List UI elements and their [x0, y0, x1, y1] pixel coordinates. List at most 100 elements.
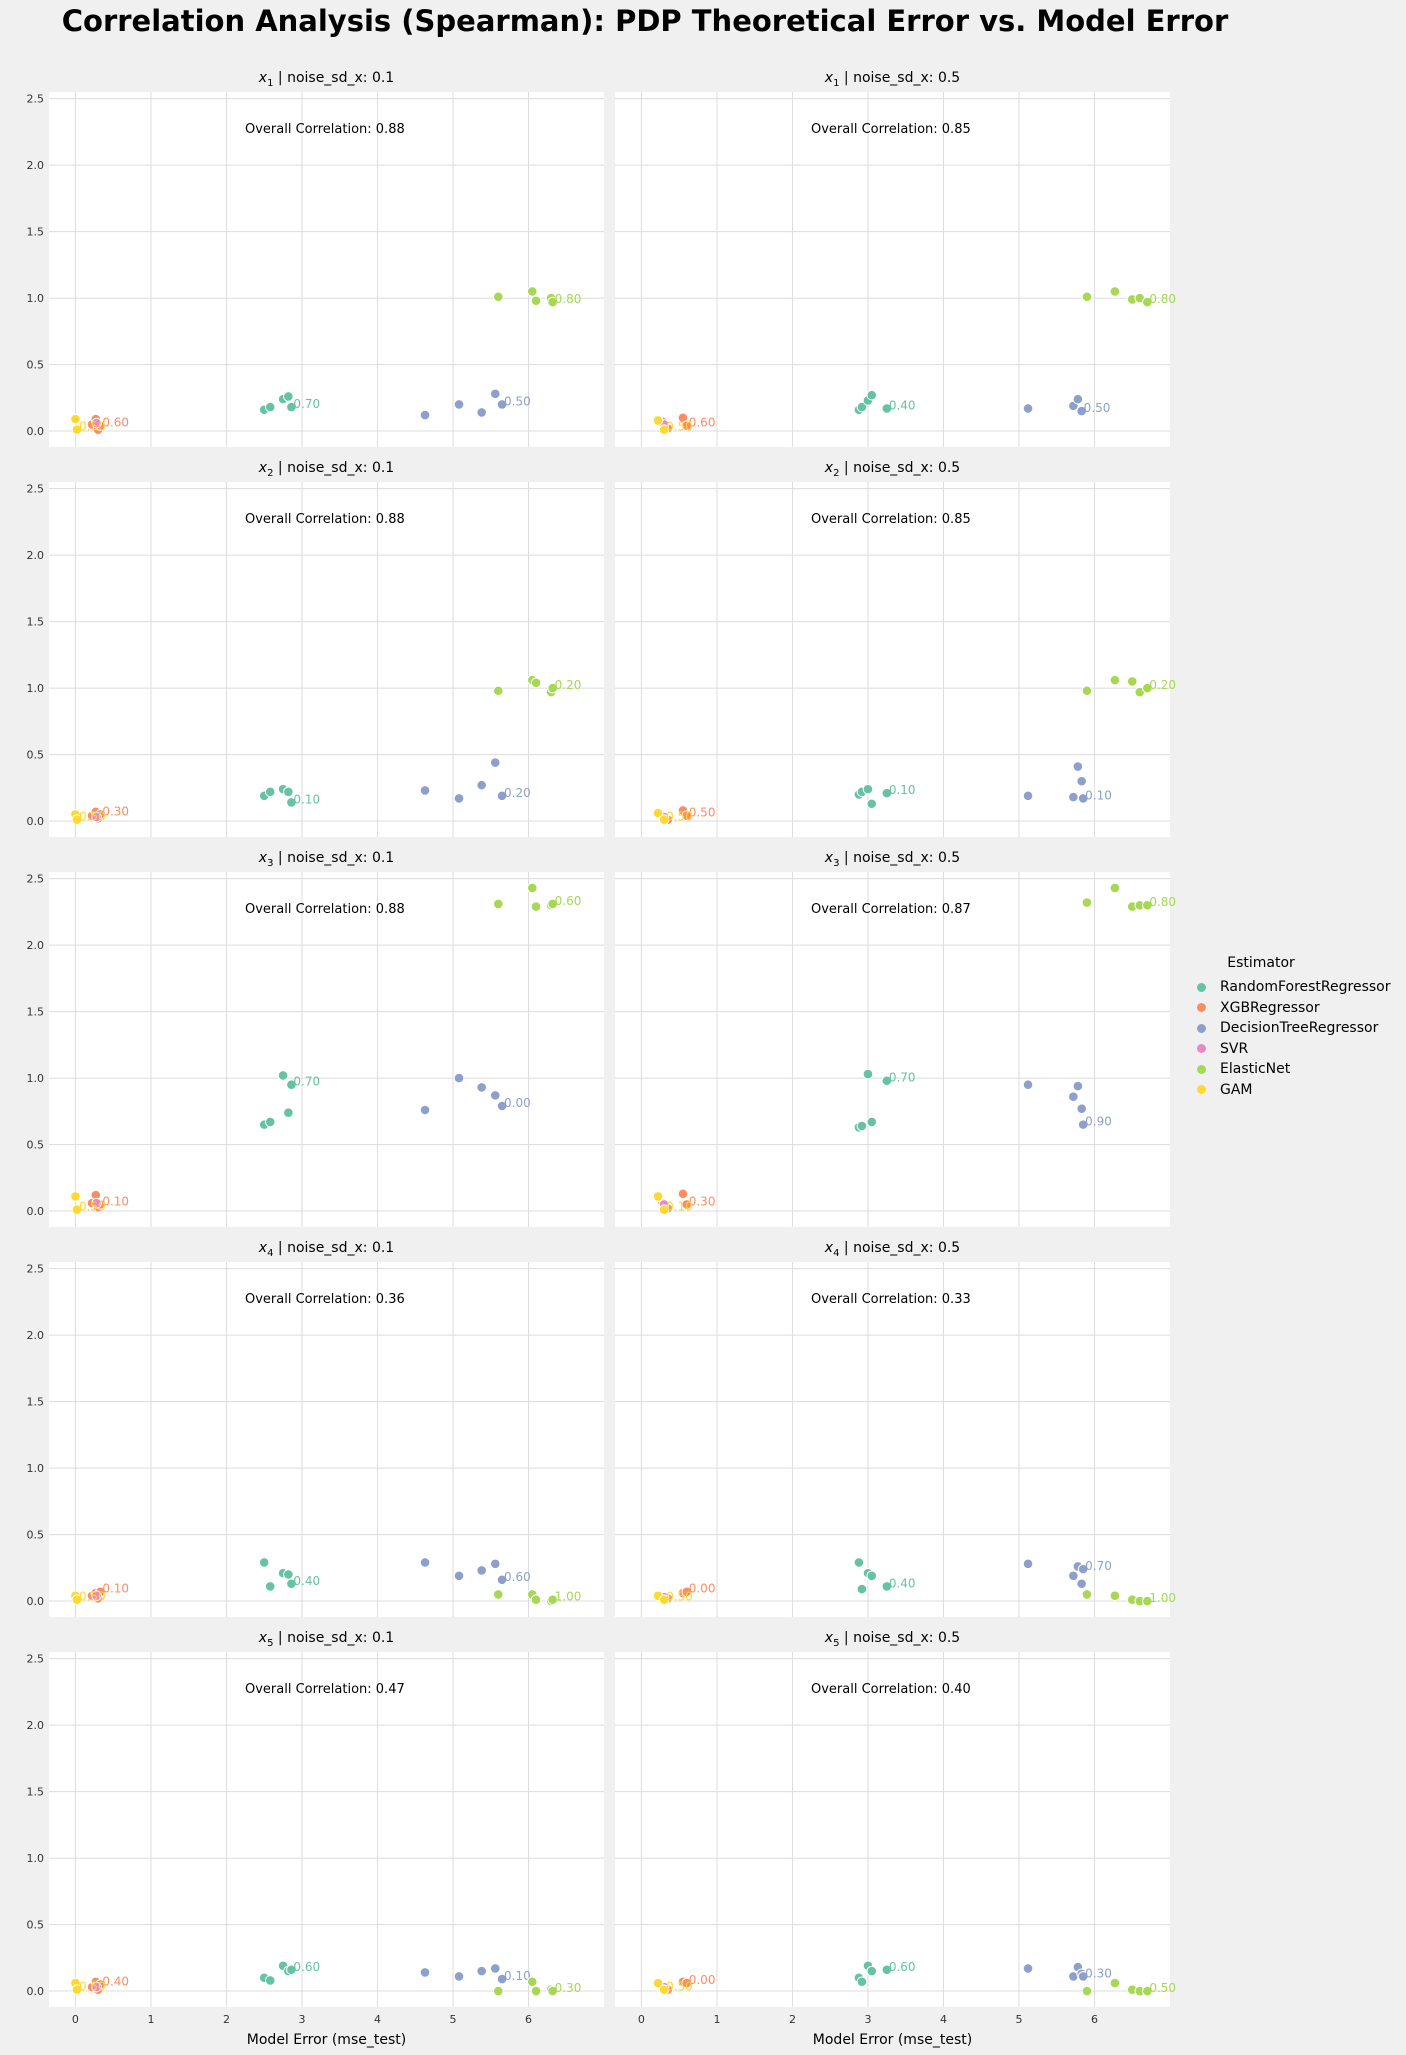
figure-title: Correlation Analysis (Spearman): PDP The… — [61, 4, 1229, 38]
panel-background — [615, 872, 1170, 1227]
point-elasticnet — [492, 1589, 504, 1600]
point-randomforestregressor — [286, 797, 297, 808]
panel-background — [49, 872, 604, 1227]
legend-marker — [1197, 1003, 1206, 1013]
facet-title: x2 | noise_sd_x: 0.1 — [258, 460, 394, 479]
series-label-xgbregressor: 0.30 — [102, 804, 129, 818]
series-label-elasticnet: 0.80 — [1149, 292, 1176, 306]
y-tick-label: 1.0 — [27, 682, 45, 695]
facet-x5-noise-0.1: x5 | noise_sd_x: 0.1 Overall Correlation:… — [27, 1630, 604, 2048]
point-decisiontreeregressor — [1068, 791, 1079, 803]
series-label-randomforestregressor: 0.10 — [889, 783, 916, 797]
series-label-elasticnet: 0.80 — [555, 292, 582, 306]
point-randomforestregressor — [286, 1079, 297, 1091]
point-decisiontreeregressor — [453, 1971, 465, 1982]
facet-title: x1 | noise_sd_x: 0.5 — [824, 70, 960, 89]
series-label-elasticnet: 0.20 — [555, 678, 582, 692]
facet-title: x5 | noise_sd_x: 0.5 — [824, 1630, 960, 1649]
overall-correlation-annotation: Overall Correlation: 0.88 — [245, 902, 405, 917]
panel-background — [615, 1652, 1170, 2007]
y-tick-label: 1.5 — [27, 1786, 45, 1799]
point-randomforestregressor — [856, 401, 868, 413]
series-label-randomforestregressor: 0.60 — [889, 1960, 916, 1974]
point-randomforestregressor — [866, 389, 878, 401]
y-tick-label: 1.5 — [27, 226, 45, 239]
x-tick-label: 3 — [864, 2013, 871, 2026]
point-decisiontreeregressor — [489, 388, 501, 400]
point-elasticnet — [547, 296, 558, 308]
series-label-xgbregressor: 0.30 — [689, 1194, 716, 1208]
point-elasticnet — [547, 1985, 558, 1997]
overall-correlation-annotation: Overall Correlation: 0.36 — [245, 1292, 405, 1307]
point-elasticnet — [547, 1594, 558, 1606]
series-label-gam: 0.50 — [79, 1590, 106, 1604]
point-decisiontreeregressor — [476, 407, 487, 418]
point-randomforestregressor — [881, 1964, 893, 1976]
series-label-randomforestregressor: 0.40 — [889, 1576, 916, 1590]
panel-background — [615, 1262, 1170, 1617]
overall-correlation-annotation: Overall Correlation: 0.85 — [811, 122, 971, 137]
point-gam — [71, 1594, 83, 1606]
point-elasticnet — [547, 898, 558, 910]
series-label-elasticnet: 1.00 — [555, 1590, 582, 1604]
y-tick-label: 0.0 — [27, 1985, 45, 1998]
series-label-elasticnet: 0.50 — [1149, 1981, 1176, 1995]
legend-label: XGBRegressor — [1220, 999, 1320, 1016]
y-tick-label: 0.0 — [27, 425, 45, 438]
series-label-decisiontreeregressor: 0.50 — [504, 394, 531, 408]
x-axis-label: Model Error (mse_test) — [247, 2032, 406, 2048]
x-tick-label: 3 — [298, 2013, 305, 2026]
point-randomforestregressor — [881, 1075, 893, 1087]
legend-label: ElasticNet — [1220, 1061, 1291, 1078]
point-svr — [91, 811, 102, 823]
point-decisiontreeregressor — [476, 1565, 487, 1576]
legend-item-xgbregressor: XGBRegressor — [1186, 998, 1396, 1019]
point-decisiontreeregressor — [1077, 793, 1089, 804]
point-decisiontreeregressor — [489, 757, 501, 768]
point-elasticnet — [1109, 1590, 1121, 1602]
series-label-xgbregressor: 0.40 — [102, 1974, 129, 1988]
point-elasticnet — [1081, 897, 1093, 908]
point-decisiontreeregressor — [1077, 1971, 1089, 1982]
point-decisiontreeregressor — [1076, 1578, 1087, 1590]
y-tick-label: 1.5 — [27, 1396, 45, 1409]
x-tick-label: 5 — [449, 2013, 456, 2026]
y-tick-label: 2.0 — [27, 549, 45, 562]
point-randomforestregressor — [862, 783, 874, 795]
legend-item-gam: GAM — [1186, 1080, 1396, 1101]
point-decisiontreeregressor — [476, 779, 487, 791]
y-tick-label: 0.0 — [27, 1595, 45, 1608]
point-elasticnet — [547, 682, 558, 694]
series-label-randomforestregressor: 0.40 — [293, 1574, 320, 1588]
point-elasticnet — [1081, 1589, 1093, 1600]
panel-background — [49, 92, 604, 447]
point-elasticnet — [1126, 676, 1138, 687]
point-elasticnet — [1142, 296, 1153, 308]
point-elasticnet — [530, 677, 542, 689]
point-gam — [658, 1984, 670, 1996]
point-randomforestregressor — [264, 1116, 276, 1128]
point-decisiontreeregressor — [1072, 393, 1084, 405]
point-gam — [652, 807, 664, 819]
point-decisiontreeregressor — [419, 785, 431, 796]
legend-marker — [1197, 1085, 1206, 1095]
point-decisiontreeregressor — [476, 1965, 487, 1977]
x-tick-label: 5 — [1015, 2013, 1022, 2026]
point-elasticnet — [526, 882, 538, 894]
point-decisiontreeregressor — [1022, 1079, 1034, 1091]
series-label-elasticnet: 0.30 — [555, 1981, 582, 1995]
series-label-gam: 0.50 — [666, 1980, 693, 1994]
point-decisiontreeregressor — [1068, 1570, 1079, 1582]
point-gam — [70, 1191, 81, 1202]
x-axis-label: Model Error (mse_test) — [813, 2032, 972, 2048]
point-gam — [652, 1977, 664, 1989]
series-label-xgbregressor: 0.10 — [102, 1582, 129, 1596]
point-decisiontreeregressor — [453, 1570, 465, 1582]
point-decisiontreeregressor — [1077, 1563, 1089, 1575]
point-decisiontreeregressor — [1072, 761, 1084, 772]
y-tick-label: 1.5 — [27, 616, 45, 629]
point-elasticnet — [492, 898, 504, 910]
point-elasticnet — [1081, 1985, 1093, 1997]
legend-marker — [1197, 1023, 1206, 1033]
point-elasticnet — [1081, 685, 1093, 697]
